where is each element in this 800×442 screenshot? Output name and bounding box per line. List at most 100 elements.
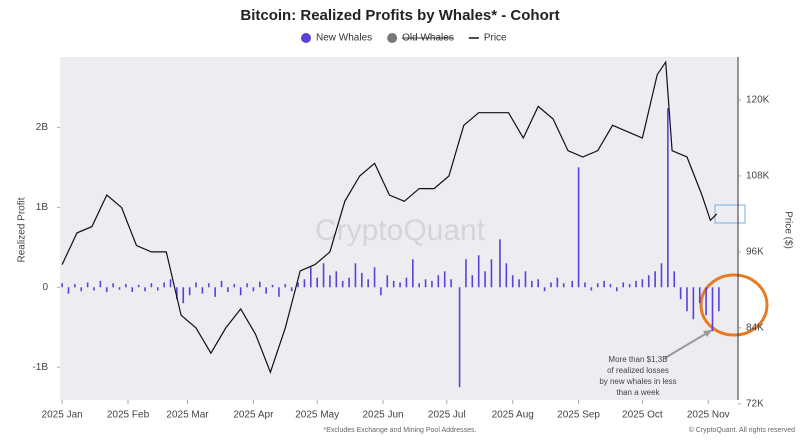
bar — [571, 280, 574, 288]
price-line — [61, 60, 718, 374]
chart-title: Bitcoin: Realized Profits by Whales* - C… — [240, 7, 559, 24]
bar — [641, 279, 644, 288]
bar — [252, 287, 255, 292]
bar — [271, 284, 274, 288]
bar — [412, 259, 414, 288]
bar — [418, 283, 420, 288]
bar — [329, 275, 331, 288]
y2-tick-label: 84K — [746, 322, 764, 333]
bar — [322, 263, 325, 288]
bar — [207, 283, 210, 288]
x-tick-label: 2025 Apr — [233, 410, 274, 421]
x-tick-label: 2025 Sep — [557, 410, 600, 421]
highlight-box — [714, 204, 746, 224]
bar — [635, 280, 637, 288]
bar — [278, 287, 280, 297]
bar — [590, 287, 593, 291]
bar — [705, 287, 707, 316]
bar — [543, 287, 546, 292]
bar — [144, 287, 146, 292]
x-tick-label: 2025 Jul — [428, 410, 466, 421]
highlight-circle — [699, 273, 769, 337]
y2-tick-label: 108K — [746, 171, 770, 182]
bar — [622, 282, 625, 288]
bar — [399, 282, 401, 288]
bar — [93, 287, 95, 291]
bar — [524, 271, 527, 288]
bar — [603, 280, 605, 288]
bar — [258, 281, 261, 288]
x-tick-label: 2025 Jun — [362, 410, 403, 421]
bar — [316, 277, 318, 288]
bar — [660, 263, 663, 288]
bar — [718, 287, 720, 312]
bar — [698, 287, 701, 304]
bar — [290, 287, 293, 292]
x-tick-label: 2025 Mar — [166, 410, 209, 421]
bar — [335, 271, 338, 288]
bar — [437, 275, 440, 288]
bar — [309, 267, 312, 288]
bar — [86, 282, 89, 288]
bar — [99, 280, 102, 288]
bar — [550, 282, 552, 288]
bar — [67, 287, 70, 294]
legend-label: New Whales — [316, 33, 372, 44]
bar — [471, 275, 474, 288]
bar — [150, 283, 153, 288]
footnote: *Excludes Exchange and Mining Pool Addre… — [324, 427, 477, 434]
bar — [654, 271, 656, 288]
bar — [74, 284, 76, 288]
y2-tick-label: 72K — [746, 398, 764, 409]
y2-axis-label: Price ($) — [782, 211, 793, 249]
bar — [616, 287, 618, 292]
x-tick-label: 2025 May — [295, 410, 339, 421]
y2-tick-label: 96K — [746, 247, 764, 258]
bar — [405, 277, 408, 288]
bar — [609, 284, 612, 288]
y-tick-label: 1B — [36, 202, 49, 213]
watermark: CryptoQuant — [315, 214, 486, 247]
y-tick-label: 2B — [36, 122, 49, 133]
bar — [105, 287, 108, 293]
bar — [169, 279, 172, 288]
bar — [125, 284, 127, 288]
bar — [176, 287, 178, 300]
bar — [348, 277, 350, 288]
bar — [380, 287, 382, 296]
bar — [220, 280, 223, 288]
bar — [686, 287, 688, 312]
y-axis-label: Realized Profit — [17, 197, 28, 262]
bar — [424, 279, 427, 288]
bar — [214, 287, 216, 297]
bar — [392, 280, 395, 288]
bar — [679, 287, 682, 300]
y2-tick-label: 120K — [746, 95, 770, 106]
x-tick-label: 2025 Nov — [687, 410, 730, 421]
bar — [354, 263, 357, 288]
bar — [386, 275, 389, 288]
bar — [341, 280, 344, 288]
x-tick-label: 2025 Aug — [492, 410, 534, 421]
bar — [112, 283, 114, 288]
bar — [450, 279, 452, 288]
bar — [490, 259, 493, 288]
x-tick-label: 2025 Oct — [622, 410, 663, 421]
bar — [596, 283, 599, 288]
bar — [431, 280, 433, 288]
bar — [584, 282, 586, 288]
bar — [673, 271, 676, 288]
bar — [284, 284, 287, 288]
annotation-text: More than $1,3B of realized losses by new … — [599, 355, 676, 397]
bar — [537, 279, 540, 288]
bar — [80, 287, 83, 292]
bar — [188, 287, 191, 296]
y-tick-label: 0 — [42, 282, 48, 293]
bar — [499, 239, 501, 288]
bar — [239, 287, 242, 296]
bar — [118, 287, 121, 290]
bar — [131, 287, 134, 293]
bar — [227, 287, 229, 293]
bar — [163, 282, 165, 288]
bar — [505, 263, 508, 288]
